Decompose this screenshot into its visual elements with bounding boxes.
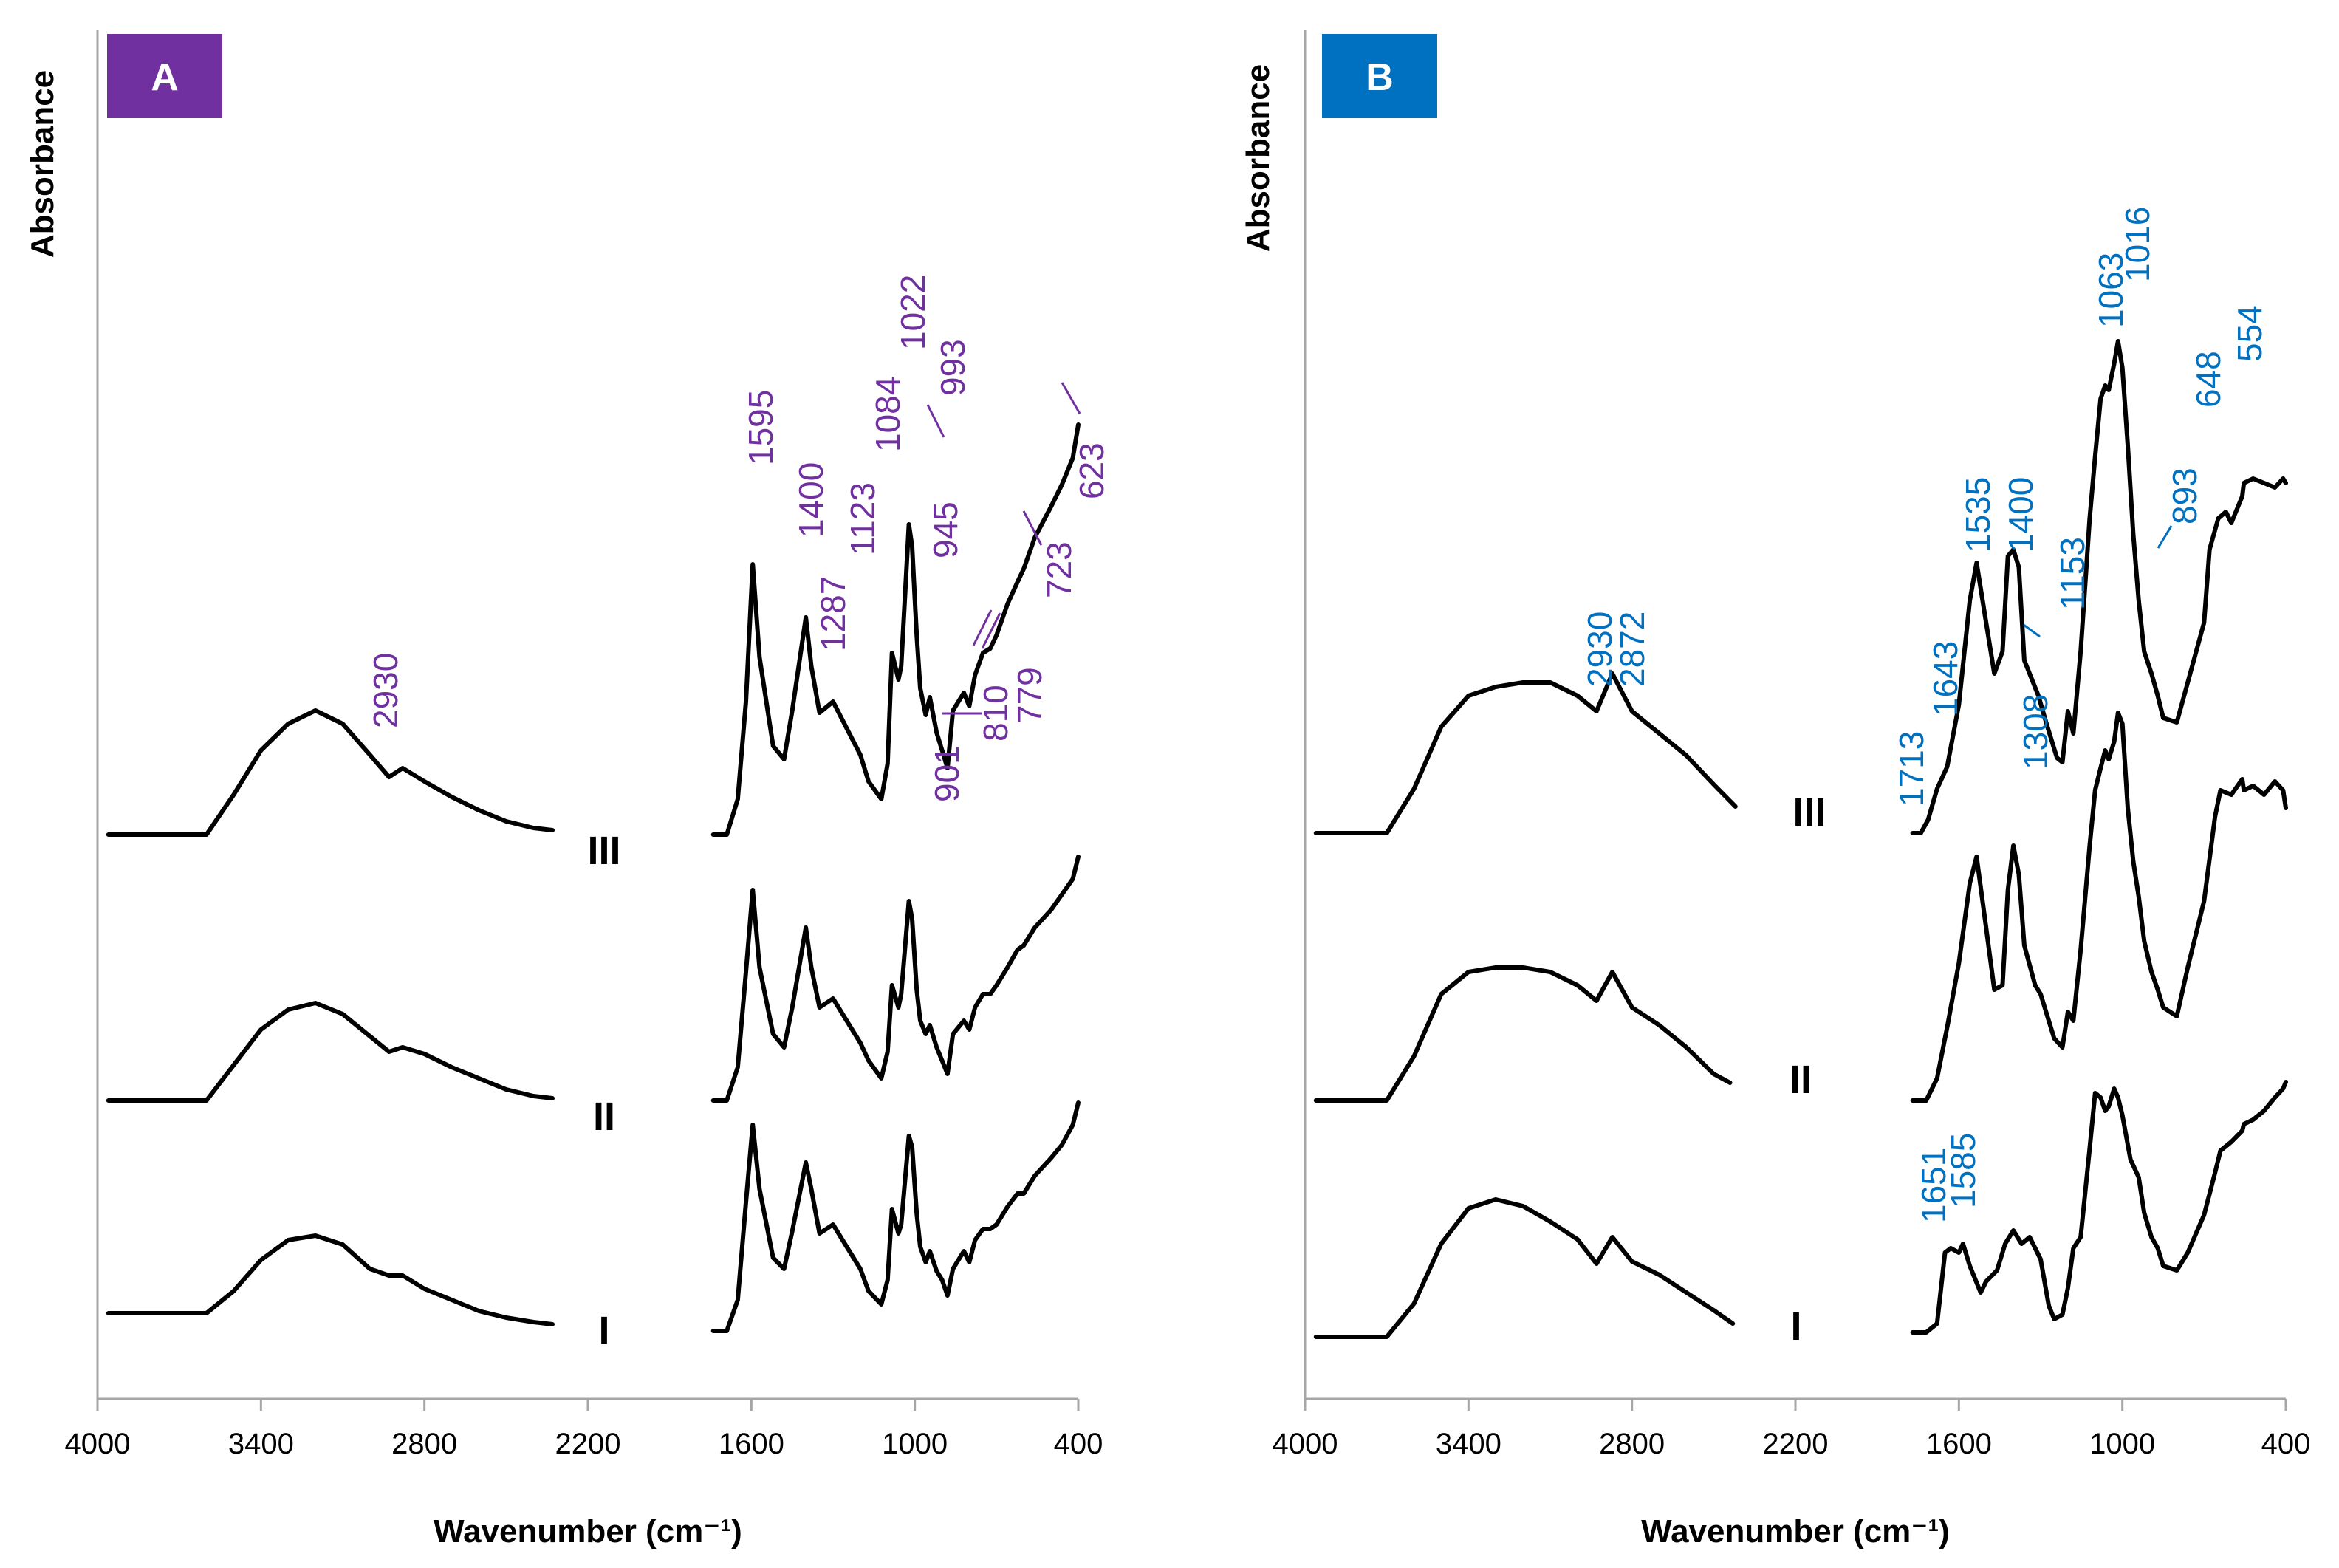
- peak-label-a-623: 623: [1072, 442, 1111, 499]
- panel-b-x-tick-label: 2200: [1763, 1428, 1829, 1460]
- panel-a-x-tick-label: 2200: [555, 1428, 621, 1460]
- panel-b-trace-iii-segment-2: [1910, 339, 2288, 835]
- panel-b-leader-lines: [2023, 525, 2173, 638]
- panel-a-badge: [107, 34, 222, 118]
- panel-b-traces: [1313, 339, 2288, 1339]
- leader-line-a-779: [981, 612, 1001, 649]
- peak-label-a-993: 993: [934, 339, 972, 396]
- leader-line-a-993: [926, 404, 945, 438]
- peak-label-a-779: 779: [1010, 667, 1049, 724]
- panel-b-series-label-iii: III: [1792, 790, 1826, 835]
- panel-a-series-label-i: I: [598, 1309, 609, 1353]
- peak-label-a-2930: 2930: [366, 653, 405, 728]
- panel-b-x-tick-label: 4000: [1273, 1428, 1338, 1460]
- panel-b-x-ticks: 4000 3400 2800 2200 1600 1000 400: [1273, 1399, 2311, 1460]
- peak-label-a-810: 810: [976, 685, 1015, 742]
- peak-label-a-1123: 1123: [843, 482, 882, 555]
- peak-label-b-554: 554: [2230, 305, 2269, 362]
- panel-b-x-tick-label: 3400: [1436, 1428, 1501, 1460]
- peak-label-a-1022: 1022: [894, 275, 932, 350]
- panel-b-trace-ii-segment-2: [1910, 711, 2288, 1103]
- peak-label-b-1308: 1308: [2016, 694, 2055, 770]
- leader-line-b-893: [2157, 525, 2173, 549]
- leader-line-a-723: [1022, 510, 1043, 546]
- peak-label-b-1535: 1535: [1959, 477, 1997, 552]
- leader-line-a-810: [972, 609, 993, 646]
- panel-a-trace-i-segment-1: [106, 1233, 555, 1326]
- panel-a-x-tick-label: 4000: [65, 1428, 131, 1460]
- panel-b-x-axis-title: Wavenumber (cm⁻¹): [1641, 1513, 1950, 1550]
- peak-label-a-723: 723: [1040, 541, 1078, 598]
- panel-a-series-label-iii: III: [587, 829, 620, 873]
- peak-label-b-1153: 1153: [2053, 537, 2092, 610]
- panel-a-x-tick-label: 2800: [391, 1428, 457, 1460]
- peak-label-b-1016: 1016: [2118, 207, 2157, 282]
- peak-label-b-893: 893: [2165, 468, 2204, 524]
- panel-a-x-tick-label: 3400: [228, 1428, 294, 1460]
- peak-label-b-2930: 2930: [1581, 612, 1619, 687]
- peak-label-b-1063: 1063: [2092, 253, 2130, 328]
- panel-b-series-label-i: I: [1790, 1304, 1801, 1349]
- peak-label-a-1595: 1595: [742, 390, 780, 465]
- peak-label-b-648: 648: [2189, 351, 2227, 408]
- panel-b-badge: [1322, 34, 1437, 118]
- leader-line-b-1308: [2023, 623, 2041, 638]
- panel-a-y-axis-title: Absorbance: [24, 70, 61, 258]
- panel-a: A Absorbance 4000 3400 2800 2200 1600 1000 400…: [24, 30, 1111, 1550]
- panel-a-x-axis-title: Wavenumber (cm⁻¹): [434, 1513, 742, 1550]
- panel-b: B Absorbance 4000 3400 2800 2200 1600 1000 400…: [1240, 30, 2310, 1550]
- panel-b-trace-ii-segment-1: [1313, 965, 1733, 1103]
- peak-label-a-1084: 1084: [869, 377, 907, 452]
- panel-a-annotations: 2930 1595 1400 1287 1123 1084 1022 993 9…: [366, 275, 1111, 802]
- panel-b-annotations: 2930 2872 1713 1643 1535 1400 1308 1153 …: [1581, 207, 2269, 1223]
- panel-b-trace-iii-segment-1: [1313, 671, 1738, 835]
- peak-label-b-2872: 2872: [1613, 612, 1651, 687]
- panel-b-x-tick-label: 400: [2261, 1428, 2311, 1460]
- panel-a-trace-iii-segment-2: [710, 422, 1081, 837]
- peak-label-a-945: 945: [926, 501, 965, 558]
- peak-label-b-1400: 1400: [2001, 477, 2040, 552]
- peak-label-b-1651: 1651: [1914, 1148, 1953, 1223]
- panel-b-x-tick-label: 1600: [1926, 1428, 1992, 1460]
- panel-b-series-label-ii: II: [1790, 1058, 1812, 1102]
- panel-b-trace-i-segment-1: [1313, 1197, 1736, 1339]
- panel-b-badge-label: B: [1366, 56, 1394, 99]
- peak-label-a-1400: 1400: [792, 462, 830, 538]
- panel-a-x-tick-label: 400: [1054, 1428, 1103, 1460]
- panel-a-x-ticks: 4000 3400 2800 2200 1600 1000 400: [65, 1399, 1103, 1460]
- panel-a-series-label-ii: II: [593, 1095, 615, 1139]
- peak-label-a-1287: 1287: [814, 576, 852, 651]
- peak-label-b-1713: 1713: [1892, 731, 1931, 807]
- panel-a-trace-iii-segment-1: [106, 708, 555, 837]
- panel-a-leader-lines: [926, 382, 1081, 715]
- panel-a-x-tick-label: 1600: [719, 1428, 784, 1460]
- panel-b-trace-i-segment-2: [1910, 1080, 2288, 1335]
- panel-b-x-tick-label: 2800: [1599, 1428, 1665, 1460]
- panel-a-traces: [106, 422, 1081, 1333]
- panel-a-trace-i-segment-2: [710, 1100, 1081, 1333]
- panel-b-x-tick-label: 1000: [2089, 1428, 2155, 1460]
- panel-a-badge-label: A: [151, 56, 179, 99]
- panel-a-x-tick-label: 1000: [882, 1428, 948, 1460]
- peak-label-b-1585: 1585: [1944, 1133, 1982, 1208]
- panel-a-trace-ii-segment-1: [106, 1001, 555, 1103]
- panel-b-y-axis-title: Absorbance: [1240, 64, 1276, 252]
- peak-label-a-901: 901: [928, 745, 966, 802]
- panel-a-trace-ii-segment-2: [710, 855, 1081, 1103]
- peak-label-b-1643: 1643: [1926, 641, 1965, 716]
- leader-line-a-623: [1061, 382, 1081, 414]
